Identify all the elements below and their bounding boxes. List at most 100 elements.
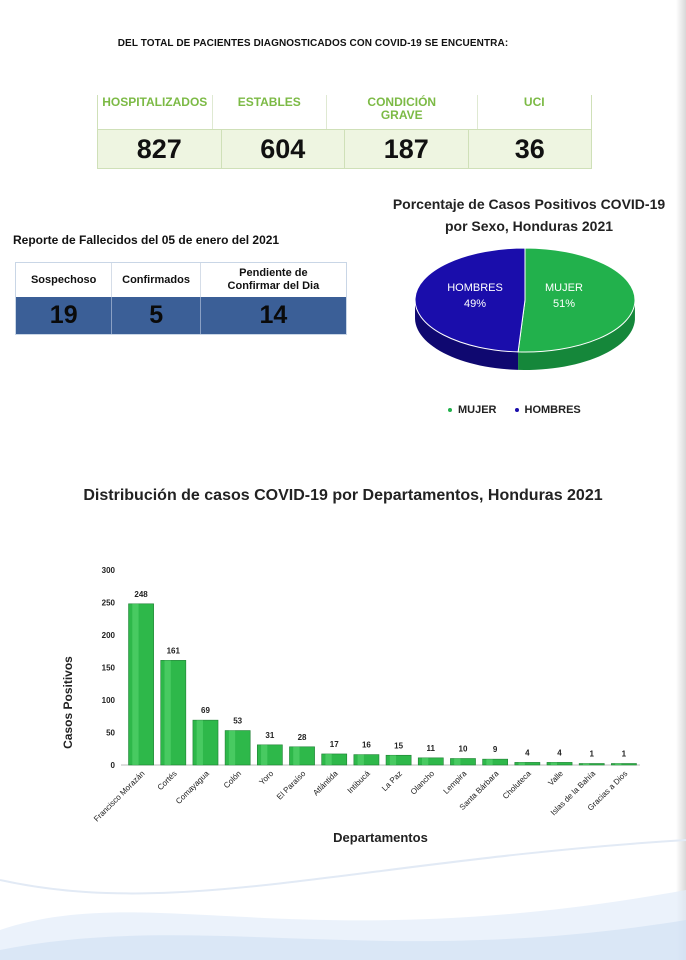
pie-value-mujer: 51%	[553, 298, 575, 310]
bar-highlight	[164, 660, 171, 765]
headline: DEL TOTAL DE PACIENTES DIAGNOSTICADOS CO…	[117, 38, 509, 49]
x-tick-label: Cortés	[156, 769, 179, 792]
bar-value-label: 1	[622, 750, 627, 759]
bar	[546, 762, 573, 766]
bar	[578, 763, 605, 766]
bar-value-label: 28	[298, 733, 307, 742]
bar	[611, 763, 637, 766]
status-value-estables: 604	[222, 130, 345, 168]
bar	[160, 660, 187, 766]
page-edge-shadow	[676, 0, 686, 960]
legend-item-hombres: HOMBRES	[514, 404, 581, 416]
bar-highlight	[486, 759, 493, 765]
bar	[192, 719, 219, 766]
pie-side-mujer	[518, 301, 635, 370]
bar	[385, 754, 412, 766]
bar-highlight	[518, 762, 525, 765]
deaths-header-row: Sospechoso Confirmados Pendiente de Conf…	[16, 263, 346, 297]
bar-group: 53 Colón	[222, 717, 251, 790]
bar-value-label: 11	[427, 744, 436, 753]
bar-value-label: 9	[493, 745, 498, 754]
bar-value-label: 17	[330, 740, 339, 749]
x-tick-label: Comayagua	[174, 769, 211, 806]
status-value-row: 827 604 187 36	[97, 129, 592, 169]
status-header-uci: UCI	[523, 95, 545, 109]
bar	[224, 730, 251, 766]
y-tick-label: 150	[102, 664, 116, 673]
bar-value-label: 4	[557, 748, 562, 757]
bar-chart-title: Distribución de casos COVID-19 por Depar…	[83, 487, 603, 504]
bar-value-label: 10	[459, 745, 468, 754]
legend-item-mujer: MUJER	[448, 404, 497, 416]
status-header-row: HOSPITALIZADOS ESTABLES CONDICIÓN GRAVE …	[97, 95, 592, 129]
pie-chart-title: Porcentaje de Casos Positivos COVID-19 p…	[392, 196, 666, 234]
pie-side-hombres	[415, 301, 519, 370]
bar-value-label: 161	[167, 646, 181, 655]
x-tick-label: Francisco Morazán	[92, 769, 146, 823]
bar-value-label: 16	[362, 741, 371, 750]
deaths-value-row: 19 5 14	[16, 297, 346, 334]
bar-highlight	[132, 603, 139, 765]
bar-value-label: 248	[134, 590, 148, 599]
bar-highlight	[389, 755, 397, 765]
x-tick-label: Atlántida	[311, 769, 340, 798]
bar-value-label: 1	[589, 750, 594, 759]
bar	[321, 753, 348, 766]
patient-status-table: HOSPITALIZADOS ESTABLES CONDICIÓN GRAVE …	[97, 95, 592, 169]
bar-group: 161 Cortés	[156, 646, 187, 792]
x-tick-label: La Paz	[380, 769, 404, 793]
bar-group: 17 Atlántida	[311, 740, 348, 798]
bar-highlight	[615, 763, 622, 765]
bar-group: 31 Yoro	[256, 731, 283, 787]
bar-group: 4 Valle	[546, 748, 573, 788]
y-axis-label: Casos Positivos	[61, 656, 75, 749]
deaths-value-confirmados: 5	[112, 297, 201, 334]
pie-label-mujer: MUJER	[545, 282, 583, 294]
bar-group: 28 El Paraíso	[275, 733, 315, 802]
bar-highlight	[582, 763, 590, 765]
pie-slice-hombres	[414, 247, 526, 353]
bar-value-label: 4	[525, 748, 530, 757]
bar-value-label: 53	[233, 717, 242, 726]
deaths-value-sospechoso: 19	[16, 297, 113, 334]
deaths-table: Sospechoso Confirmados Pendiente de Conf…	[15, 262, 347, 335]
x-tick-label: Valle	[546, 769, 565, 788]
bar-highlight	[261, 744, 268, 765]
bar	[353, 754, 380, 766]
x-axis-label: Departamentos	[333, 830, 428, 845]
decorative-wave	[0, 839, 686, 960]
pie-legend: MUJER HOMBRES	[448, 404, 581, 416]
bar-highlight	[421, 757, 429, 765]
y-tick-label: 100	[102, 696, 116, 705]
legend-label-hombres: HOMBRES	[524, 404, 581, 416]
y-tick-label: 200	[102, 631, 116, 640]
deaths-title: Reporte de Fallecidos del 05 de enero de…	[13, 233, 280, 247]
pie-slice-mujer	[517, 247, 636, 353]
status-value-grave: 187	[345, 130, 469, 168]
bar-highlight	[454, 758, 461, 765]
bar-group: 11 Olancho	[409, 744, 444, 797]
bar-group: 16 Intibucá	[346, 741, 380, 795]
bar-value-label: 31	[265, 731, 274, 740]
x-tick-label: El Paraíso	[275, 769, 308, 802]
y-tick-label: 0	[111, 761, 116, 770]
y-tick-label: 300	[102, 566, 116, 575]
status-header-grave: CONDICIÓN GRAVE	[327, 95, 478, 129]
bar-value-label: 15	[394, 741, 403, 750]
pie-label-hombres: HOMBRES	[447, 282, 503, 294]
x-tick-label: Olancho	[409, 769, 437, 797]
bar	[514, 762, 541, 766]
bar	[128, 603, 154, 766]
bar-value-label: 69	[201, 706, 210, 715]
bar-highlight	[293, 746, 300, 765]
x-tick-label: Yoro	[257, 769, 275, 787]
bar	[450, 758, 476, 766]
bar	[482, 758, 509, 766]
pie-chart: MUJER 51% HOMBRES 49%	[414, 247, 636, 370]
bar-group: 10 Lempira	[442, 745, 476, 796]
bar-highlight	[550, 762, 558, 765]
bar-group: 248 Francisco Morazán	[92, 590, 154, 824]
status-header-hospitalizados: HOSPITALIZADOS	[98, 95, 213, 129]
